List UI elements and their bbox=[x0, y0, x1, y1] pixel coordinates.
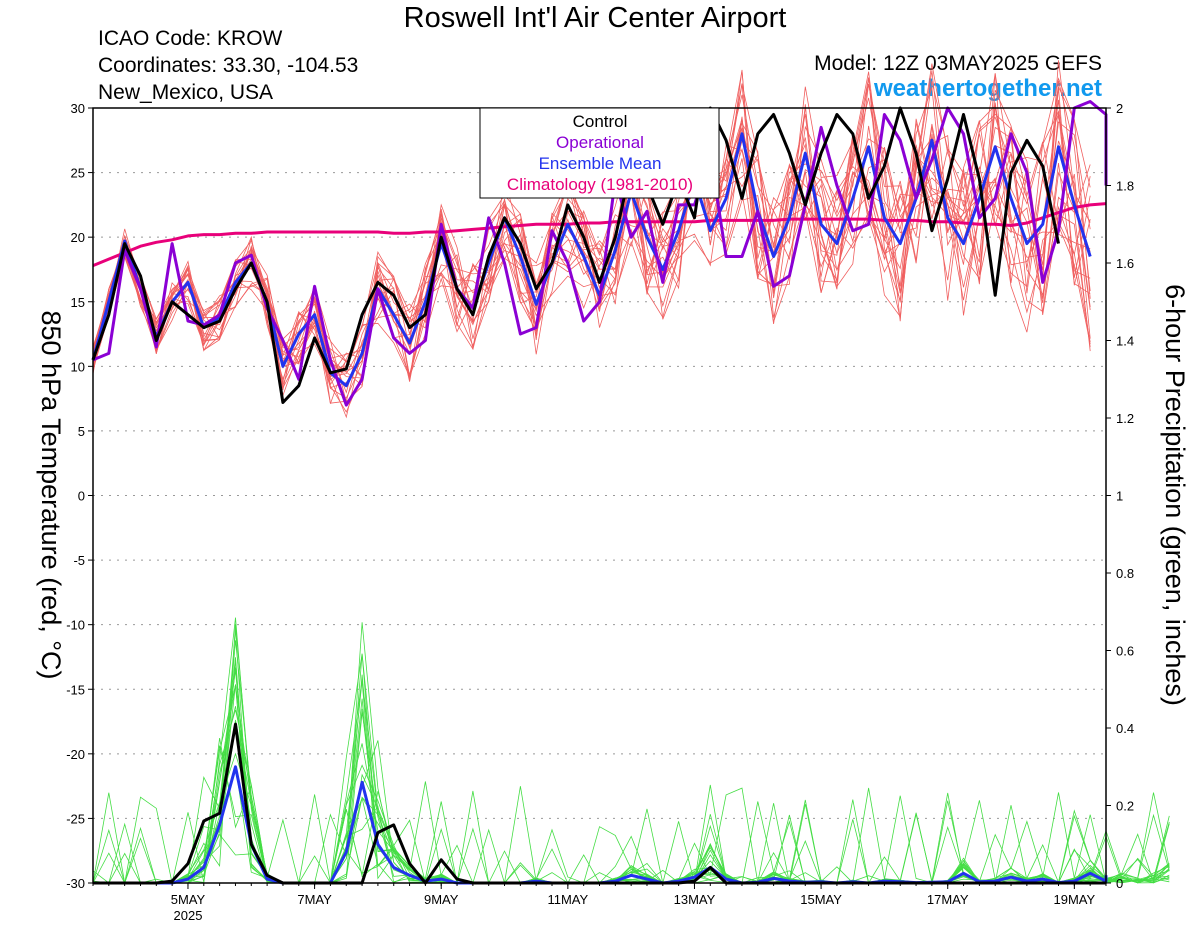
y2-axis-title: 6-hour Precipitation (green, inches) bbox=[1160, 284, 1190, 706]
precip-ensemble-member bbox=[92, 622, 1170, 884]
y-axis-title: 850 hPa Temperature (red, °C) bbox=[36, 311, 66, 680]
temp-ensemble-member bbox=[92, 63, 1091, 394]
temp-climatology-1981-2010-line bbox=[92, 202, 1107, 267]
site-link[interactable]: weathertogether.net bbox=[873, 75, 1102, 102]
y-tick-label: 20 bbox=[71, 230, 85, 245]
y-tick-label: -5 bbox=[73, 553, 85, 568]
precip-control-line bbox=[93, 722, 1106, 885]
y-tick-label: -30 bbox=[66, 876, 85, 891]
x-tick-label: 17MAY bbox=[927, 892, 969, 907]
y2-tick-label: 0.8 bbox=[1116, 566, 1134, 581]
y2-tick-label: 2 bbox=[1116, 101, 1123, 116]
legend-box bbox=[479, 107, 720, 199]
y-tick-label: 5 bbox=[78, 424, 85, 439]
x-tick-label: 19MAY bbox=[1054, 892, 1096, 907]
temp-control-line bbox=[91, 106, 1060, 404]
y-tick-label: 0 bbox=[78, 489, 85, 504]
y-tick-label: -15 bbox=[66, 682, 85, 697]
region: New_Mexico, USA bbox=[98, 81, 274, 104]
x-tick-label: 13MAY bbox=[674, 892, 716, 907]
y2-tick-label: 0 bbox=[1116, 876, 1123, 891]
x-tick-label: 15MAY bbox=[800, 892, 842, 907]
legend-operational: Operational bbox=[556, 133, 644, 152]
x-tick-label: 9MAY bbox=[424, 892, 459, 907]
model-run: Model: 12Z 03MAY2025 GEFS bbox=[814, 52, 1102, 75]
precip-ensemble-mean-line bbox=[93, 765, 1108, 885]
y2-tick-label: 0.4 bbox=[1116, 721, 1134, 736]
y-tick-label: 15 bbox=[71, 295, 85, 310]
x-tick-label: 7MAY bbox=[297, 892, 332, 907]
y-tick-label: 30 bbox=[71, 101, 85, 116]
legend-control: Control bbox=[573, 112, 628, 131]
y-tick-label: 25 bbox=[71, 166, 85, 181]
coordinates: Coordinates: 33.30, -104.53 bbox=[98, 54, 359, 77]
axis-ticks: 302520151050-5-10-15-20-25-3021.81.61.41… bbox=[66, 101, 1134, 923]
y2-tick-label: 1 bbox=[1116, 489, 1123, 504]
y2-tick-label: 1.8 bbox=[1116, 179, 1134, 194]
y2-tick-label: 1.6 bbox=[1116, 256, 1134, 271]
y2-tick-label: 1.2 bbox=[1116, 411, 1134, 426]
y-tick-label: 10 bbox=[71, 359, 85, 374]
x-tick-label: 11MAY bbox=[547, 892, 588, 907]
legend: Control Operational Ensemble Mean Climat… bbox=[479, 107, 720, 199]
icao-code: ICAO Code: KROW bbox=[98, 27, 283, 50]
y-tick-label: -20 bbox=[66, 747, 85, 762]
precip-ensemble-member bbox=[93, 629, 1170, 884]
y2-tick-label: 1.4 bbox=[1116, 334, 1134, 349]
page-title: Roswell Int'l Air Center Airport bbox=[403, 2, 787, 34]
legend-ensemble-mean: Ensemble Mean bbox=[539, 154, 662, 173]
y-tick-label: -25 bbox=[66, 811, 85, 826]
temp-ensemble-member bbox=[92, 80, 1091, 373]
temp-operational-line bbox=[92, 100, 1108, 407]
legend-climatology: Climatology (1981-2010) bbox=[507, 175, 693, 194]
x-tick-label: 5MAY bbox=[171, 892, 206, 907]
y2-tick-label: 0.2 bbox=[1116, 799, 1134, 814]
y2-tick-label: 0.6 bbox=[1116, 644, 1134, 659]
precip-ensemble-member bbox=[92, 617, 1170, 884]
x-tick-sublabel: 2025 bbox=[174, 908, 203, 923]
y-tick-label: -10 bbox=[66, 618, 85, 633]
